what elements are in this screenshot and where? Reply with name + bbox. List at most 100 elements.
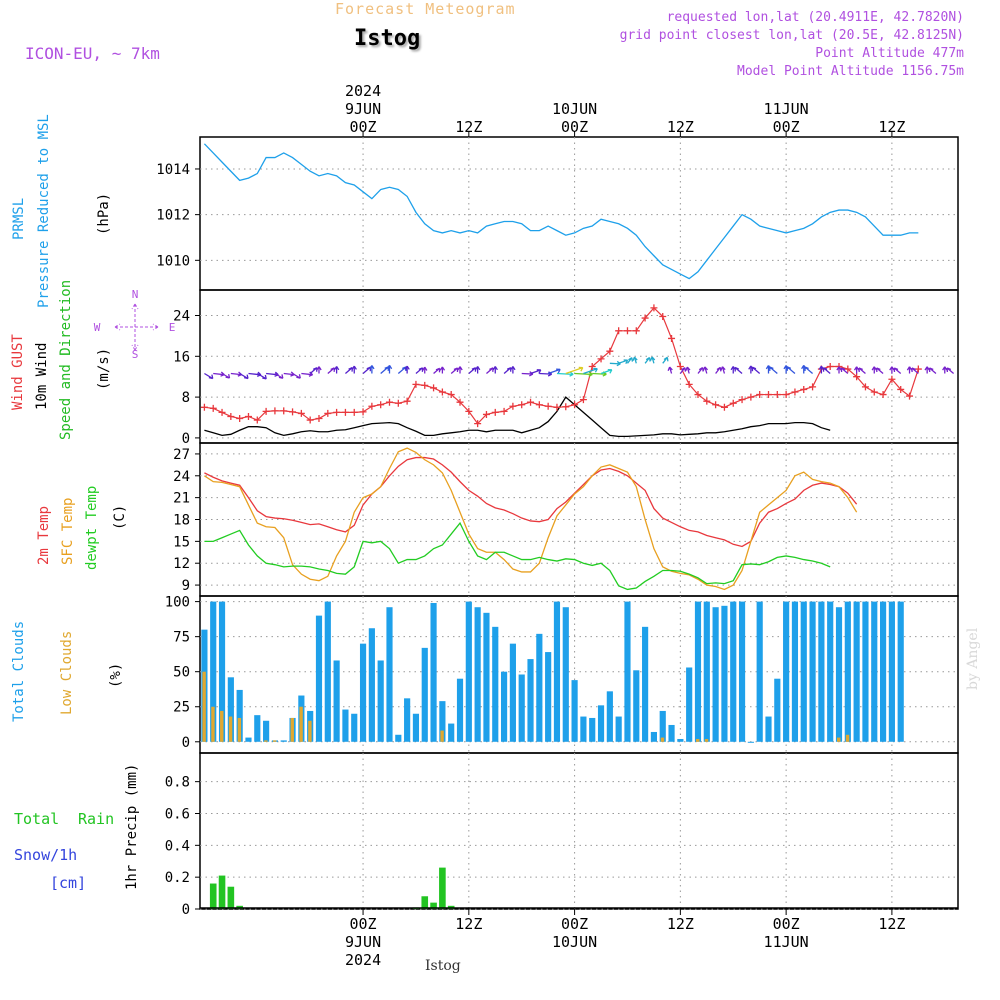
- wind-arrow-shaft: [283, 372, 295, 376]
- total-cloud-bar: [738, 601, 746, 742]
- gust-point-marker: [809, 383, 817, 391]
- bottom-time-label: 10JUN: [552, 933, 597, 951]
- point-altitude: Point Altitude 477m: [815, 46, 964, 61]
- wind-arrow-head: [853, 366, 860, 371]
- total-cloud-bar: [439, 701, 446, 742]
- temperature-ytick-label: 15: [173, 534, 190, 550]
- temperature-ytick-label: 21: [173, 491, 190, 507]
- gust-point-marker: [377, 401, 385, 409]
- total-cloud-bar: [377, 660, 384, 742]
- wind-direction-arrow: [734, 366, 743, 374]
- gust-point-marker: [641, 314, 649, 322]
- wind-arrow-shaft: [301, 372, 313, 376]
- wind-arrow-shaft: [600, 369, 612, 375]
- total-cloud-bar: [333, 660, 340, 742]
- wind-direction-arrow: [667, 366, 673, 374]
- total-cloud-bar: [879, 601, 887, 742]
- temperature-ytick-label: 24: [173, 469, 190, 485]
- bottom-time-label: 9JUN: [345, 933, 381, 951]
- wind-direction-arrow: [853, 366, 860, 374]
- wind-arrow-shaft: [539, 372, 552, 375]
- wind-arrow-head: [607, 368, 613, 374]
- top-time-label: 2024: [345, 82, 381, 100]
- total-cloud-bar: [236, 689, 243, 742]
- wind-arrow-head: [667, 366, 673, 371]
- top-time-label: 12Z: [878, 118, 905, 136]
- cloud-low-label: Low Clouds: [59, 631, 75, 715]
- total-cloud-bar: [280, 740, 287, 742]
- wind-ytick-label: 16: [173, 349, 190, 365]
- wind-direction-arrow: [397, 366, 407, 374]
- gust-point-marker: [720, 403, 728, 411]
- wind-arrow-head: [906, 366, 913, 371]
- total-cloud-bar: [386, 607, 393, 742]
- temperature-ytick-label: 27: [173, 447, 190, 463]
- clouds-ytick-label: 25: [173, 700, 190, 716]
- wind-direction-arrow: [583, 367, 598, 375]
- top-time-label: 12Z: [667, 118, 694, 136]
- gust-point-marker: [879, 391, 887, 399]
- gust-point-marker: [676, 363, 684, 370]
- total-cloud-bar: [456, 678, 464, 742]
- wind-direction-arrow: [574, 371, 593, 377]
- wind10-label: 10m Wind: [34, 343, 50, 410]
- pressure-series-line: [203, 143, 919, 280]
- wind-direction-arrow: [871, 366, 877, 374]
- wind-direction-arrow: [292, 372, 301, 379]
- wind-panel-frame: [199, 289, 959, 444]
- rain-bar: [439, 867, 446, 909]
- total-cloud-bar: [835, 607, 843, 742]
- wind-direction-arrow: [369, 365, 375, 374]
- total-cloud-bar: [448, 723, 455, 742]
- gust-point-marker: [527, 398, 535, 406]
- total-cloud-bar: [536, 633, 543, 742]
- wind-arrow-head: [822, 367, 828, 372]
- precipitation-ytick-label: 0: [182, 902, 190, 918]
- rain-bar: [218, 875, 226, 909]
- wind-arrow-head: [435, 367, 441, 373]
- bottom-time-label: 12Z: [667, 915, 694, 933]
- top-time-label: 11JUN: [764, 100, 809, 118]
- wind-direction-arrow: [565, 366, 584, 375]
- gust-point-marker: [359, 408, 367, 416]
- wind-direction-arrow: [804, 366, 813, 374]
- gust-point-marker: [244, 412, 252, 420]
- gust-point-marker: [262, 407, 270, 415]
- t2m-series-line: [204, 456, 858, 548]
- wind-arrow-head: [439, 366, 446, 371]
- gust-point-marker: [861, 383, 869, 391]
- wind-direction-arrow: [715, 366, 722, 374]
- wind-arrow-head: [946, 367, 952, 373]
- total-cloud-bar: [430, 603, 437, 742]
- wind-arrow-shaft: [530, 369, 541, 375]
- forecast-title: Forecast Meteogram: [335, 0, 516, 18]
- bottom-time-label: 00Z: [561, 915, 588, 933]
- wind-gust-label: Wind GUST: [10, 334, 26, 410]
- low-cloud-bar: [272, 740, 277, 742]
- total-cloud-bar: [571, 680, 578, 742]
- clouds-ytick-label: 75: [173, 630, 190, 646]
- top-time-label: 00Z: [773, 118, 800, 136]
- gust-point-marker: [421, 381, 429, 389]
- gust-point-marker: [553, 403, 561, 411]
- wind-arrow-head: [296, 374, 301, 379]
- gust-point-marker: [888, 375, 896, 383]
- total-cloud-bar: [659, 710, 666, 742]
- total-cloud-bar: [492, 626, 499, 742]
- gust-point-marker: [544, 402, 552, 410]
- gust-point-marker: [438, 388, 446, 396]
- wind-arrow-head: [278, 374, 284, 379]
- total-cloud-bar: [827, 601, 834, 742]
- wind-arrow-head: [628, 357, 634, 362]
- total-cloud-bar: [395, 734, 402, 742]
- gust-point-marker: [765, 391, 772, 399]
- wind-direction-arrow: [433, 367, 441, 374]
- gust-point-marker: [579, 396, 587, 404]
- low-cloud-bar: [308, 720, 312, 742]
- total-cloud-bar: [562, 607, 569, 742]
- wind-direction-arrow: [769, 366, 778, 374]
- total-cloud-bar: [509, 643, 516, 742]
- wind-ytick-label: 24: [173, 309, 190, 325]
- wind-direction-arrow: [333, 366, 340, 374]
- wind-direction-arrow: [928, 367, 937, 374]
